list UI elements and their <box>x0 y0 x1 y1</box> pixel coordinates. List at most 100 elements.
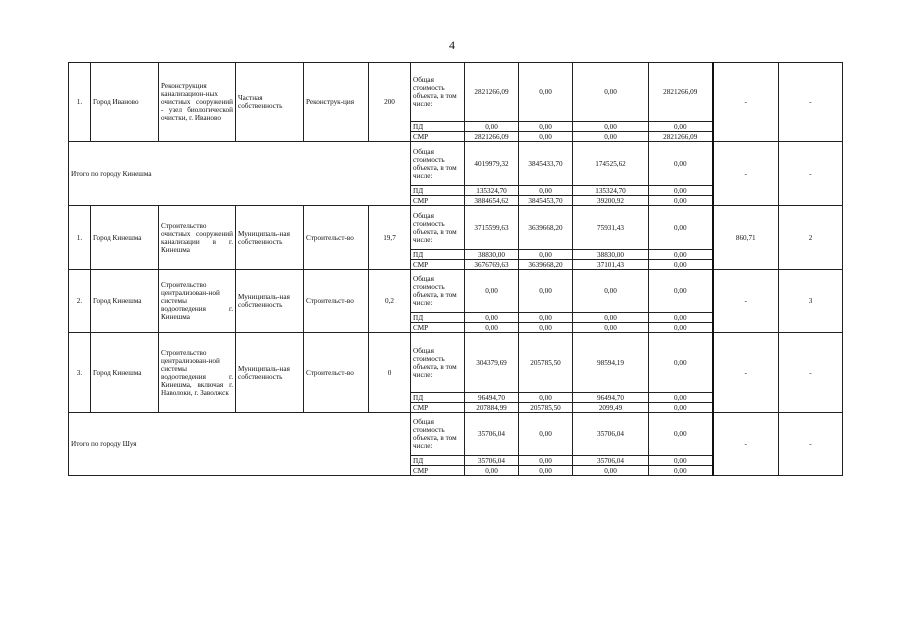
pd-value: 0,00 <box>572 312 649 323</box>
table-subrow-smr: СМР 3676769,63 3639668,20 37101,43 0,00 <box>69 259 843 270</box>
smr-value: 2821266,09 <box>648 131 714 142</box>
ownership-cell: Частная собственность <box>235 62 304 142</box>
total-cost-value: 3715599,63 <box>464 205 519 250</box>
capacity-cell: 200 <box>368 62 411 142</box>
smr-value: 0,00 <box>518 322 573 333</box>
smr-label: СМР <box>410 259 465 270</box>
smr-label: СМР <box>410 131 465 142</box>
total-cost-value: 75931,43 <box>572 205 649 250</box>
total-cost-value: 3845433,70 <box>518 141 573 186</box>
indicator-cell: 3 <box>778 269 843 333</box>
pd-label: ПД <box>410 312 465 323</box>
pd-value: 0,00 <box>572 121 649 132</box>
pd-value: 0,00 <box>648 121 714 132</box>
table-row: 1. Город Кинешма Строительство очистных со… <box>68 205 843 270</box>
table-row: 2. Город Кинешма Строительство централизов… <box>68 269 843 333</box>
pd-value: 96494,70 <box>572 392 649 403</box>
total-cost-label: Общая стоимость объекта, в том числе: <box>410 332 465 393</box>
smr-value: 37101,43 <box>572 259 649 270</box>
indicator-cell: 860,71 <box>712 205 779 270</box>
indicator-cell: - <box>712 141 779 206</box>
pd-value: 35706,04 <box>464 455 519 466</box>
ownership-cell: Муниципаль-ная собственность <box>235 332 304 413</box>
total-cost-value: 0,00 <box>572 269 649 313</box>
smr-value: 0,00 <box>648 195 714 206</box>
pd-value: 0,00 <box>648 392 714 403</box>
smr-value: 0,00 <box>464 322 519 333</box>
indicator-cell: - <box>712 412 779 476</box>
pd-value: 0,00 <box>648 455 714 466</box>
smr-value: 0,00 <box>648 259 714 270</box>
ownership-cell: Муниципаль-ная собственность <box>235 269 304 333</box>
summary-label: Итого по городу Шуя <box>68 412 411 476</box>
total-cost-value: 0,00 <box>648 412 714 456</box>
smr-value: 0,00 <box>572 131 649 142</box>
pd-value: 0,00 <box>464 121 519 132</box>
smr-value: 0,00 <box>648 402 714 413</box>
total-cost-label: Общая стоимость объекта, в том числе: <box>410 205 465 250</box>
smr-value: 0,00 <box>518 131 573 142</box>
pd-value: 0,00 <box>464 312 519 323</box>
total-cost-value: 0,00 <box>518 269 573 313</box>
smr-value: 3845453,70 <box>518 195 573 206</box>
object-cell: Строительство очистных сооружений канали… <box>158 205 236 270</box>
pd-value: 38830,00 <box>464 249 519 260</box>
work-type-cell: Строительст-во <box>303 269 369 333</box>
total-cost-value: 0,00 <box>648 269 714 313</box>
city-cell: Город Кинешма <box>90 269 159 333</box>
smr-label: СМР <box>410 322 465 333</box>
total-cost-value: 35706,04 <box>572 412 649 456</box>
capacity-cell: 19,7 <box>368 205 411 270</box>
object-cell: Строительство централизован-ной системы … <box>158 332 236 413</box>
table-subrow-smr: СМР 0,00 0,00 0,00 0,00 <box>69 465 843 476</box>
pd-value: 38830,00 <box>572 249 649 260</box>
total-cost-label: Общая стоимость объекта, в том числе: <box>410 412 465 456</box>
work-type-cell: Строительст-во <box>303 205 369 270</box>
total-cost-value: 0,00 <box>648 332 714 393</box>
table-subrow-smr: СМР 2821266,09 0,00 0,00 2821266,09 <box>69 131 843 142</box>
pd-value: 35706,04 <box>572 455 649 466</box>
city-cell: Город Кинешма <box>90 205 159 270</box>
total-cost-value: 0,00 <box>464 269 519 313</box>
pd-value: 0,00 <box>518 249 573 260</box>
smr-value: 2099,49 <box>572 402 649 413</box>
pd-value: 0,00 <box>648 312 714 323</box>
total-cost-value: 4019979,32 <box>464 141 519 186</box>
indicator-cell: - <box>778 62 843 142</box>
total-cost-value: 2821266,09 <box>648 62 714 122</box>
total-cost-label: Общая стоимость объекта, в том числе: <box>410 141 465 186</box>
smr-value: 39200,92 <box>572 195 649 206</box>
work-type-cell: Строительст-во <box>303 332 369 413</box>
ownership-cell: Муниципаль-ная собственность <box>235 205 304 270</box>
row-number: 1. <box>68 62 91 142</box>
table-row: 3. Город Кинешма Строительство централизов… <box>68 332 843 413</box>
total-cost-label: Общая стоимость объекта, в том числе: <box>410 269 465 313</box>
pd-label: ПД <box>410 185 465 196</box>
city-cell: Город Кинешма <box>90 332 159 413</box>
object-cell: Реконструкция канализацион-ных очистных … <box>158 62 236 142</box>
total-cost-value: 3639668,20 <box>518 205 573 250</box>
table-row: Итого по городу Шуя Общая стоимость объек… <box>68 412 843 476</box>
pd-value: 0,00 <box>518 121 573 132</box>
total-cost-value: 0,00 <box>572 62 649 122</box>
indicator-cell: 2 <box>778 205 843 270</box>
pd-label: ПД <box>410 455 465 466</box>
smr-value: 0,00 <box>572 322 649 333</box>
total-cost-value: 0,00 <box>518 412 573 456</box>
smr-label: СМР <box>410 402 465 413</box>
total-cost-value: 0,00 <box>648 141 714 186</box>
total-cost-value: 35706,04 <box>464 412 519 456</box>
page-number: 4 <box>449 38 455 52</box>
work-type-cell: Реконструк-ция <box>303 62 369 142</box>
smr-value: 0,00 <box>518 465 573 476</box>
total-cost-value: 98594,19 <box>572 332 649 393</box>
pd-value: 135324,70 <box>464 185 519 196</box>
capacity-cell: 0,2 <box>368 269 411 333</box>
pd-label: ПД <box>410 392 465 403</box>
total-cost-value: 304379,69 <box>464 332 519 393</box>
table-row: Итого по городу Кинешма Общая стоимость о… <box>68 141 843 206</box>
smr-value: 2821266,09 <box>464 131 519 142</box>
pd-label: ПД <box>410 121 465 132</box>
total-cost-value: 205785,50 <box>518 332 573 393</box>
pd-value: 0,00 <box>518 185 573 196</box>
